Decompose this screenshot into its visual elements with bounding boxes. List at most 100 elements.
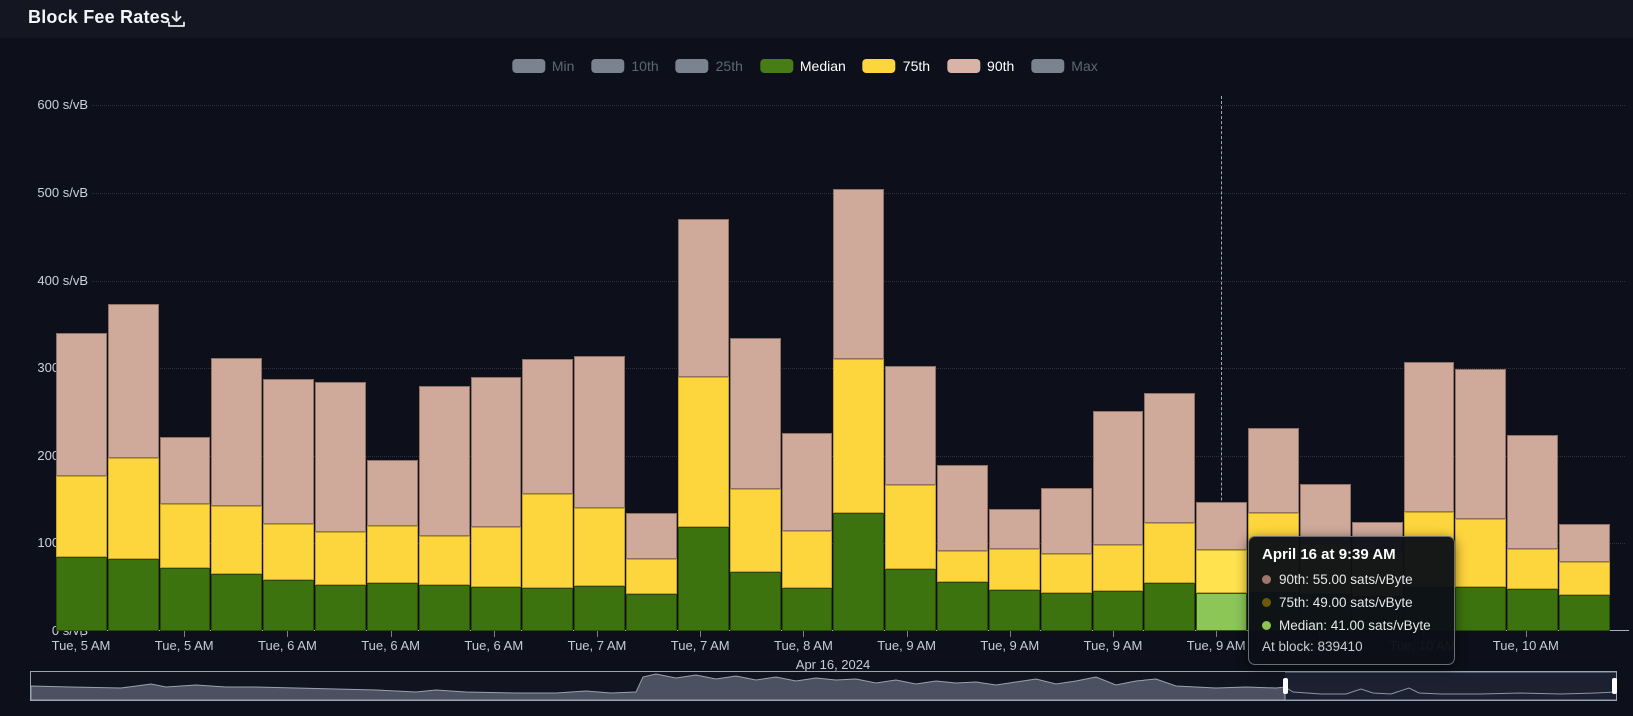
bar-segment-75th[interactable] (885, 484, 937, 569)
bar-segment-90th[interactable] (211, 357, 263, 506)
bar-segment-median[interactable] (1507, 588, 1559, 631)
bar-segment-median[interactable] (988, 589, 1040, 631)
bar-segment-75th[interactable] (574, 508, 626, 587)
bar-segment-75th[interactable] (263, 524, 315, 581)
legend-item-25th[interactable]: 25th (675, 58, 743, 74)
bar-segment-75th[interactable] (522, 494, 574, 589)
bar-segment-90th[interactable] (1455, 369, 1507, 519)
bar-segment-75th[interactable] (1559, 561, 1610, 596)
bar-segment-75th[interactable] (470, 526, 522, 588)
bar-segment-75th[interactable] (988, 548, 1040, 590)
bar-segment-median[interactable] (56, 557, 107, 631)
bar-segment-75th[interactable] (781, 531, 833, 589)
legend-item-10th[interactable]: 10th (591, 58, 659, 74)
bar-segment-90th[interactable] (418, 385, 470, 537)
bar-segment-median[interactable] (315, 585, 366, 631)
bar-segment-median[interactable] (418, 585, 470, 631)
bar-segment-90th[interactable] (1299, 483, 1351, 544)
bar-segment-median[interactable] (1144, 582, 1196, 631)
bar-segment-90th[interactable] (159, 436, 211, 504)
bar-segment-median[interactable] (574, 586, 626, 631)
bar-segment-75th[interactable] (626, 559, 677, 595)
bar-segment-median[interactable] (159, 567, 211, 631)
bar-segment-90th[interactable] (1040, 488, 1092, 554)
bar-segment-median[interactable] (833, 512, 885, 631)
legend-swatch (511, 59, 545, 73)
datazoom-selected-window[interactable] (1285, 672, 1616, 700)
bar-segment-90th[interactable] (885, 366, 937, 485)
bar-segment-median[interactable] (522, 588, 574, 631)
bar-segment-median[interactable] (211, 574, 263, 631)
bar-segment-median[interactable] (626, 594, 677, 631)
datazoom-left-handle[interactable] (1283, 678, 1288, 694)
bar-segment-75th[interactable] (366, 525, 418, 583)
bar-segment-90th[interactable] (677, 219, 729, 377)
bar-segment-90th[interactable] (107, 304, 159, 458)
bar-segment-90th[interactable] (574, 355, 626, 509)
bar-segment-median[interactable] (1092, 590, 1144, 631)
bar-segment-75th[interactable] (159, 503, 211, 568)
bar-segment-median[interactable] (107, 559, 159, 631)
bar-segment-90th[interactable] (626, 512, 677, 560)
legend-label: 75th (902, 58, 931, 74)
bar-segment-90th[interactable] (729, 337, 781, 490)
bar-segment-75th-highlighted[interactable] (1196, 550, 1248, 594)
bar-segment-75th[interactable] (1040, 553, 1092, 594)
bar-segment-75th[interactable] (418, 536, 470, 586)
bar-segment-median-highlighted[interactable] (1196, 593, 1248, 631)
x-axis-tick (184, 631, 186, 637)
download-icon[interactable] (167, 10, 186, 29)
bar-segment-90th[interactable] (56, 333, 107, 476)
bar-segment-90th-highlighted[interactable] (1196, 502, 1248, 551)
bar-segment-75th[interactable] (1507, 548, 1559, 589)
bar-segment-90th[interactable] (522, 359, 574, 495)
bar-segment-median[interactable] (470, 587, 522, 631)
bar-segment-90th[interactable] (1248, 427, 1299, 513)
bar-segment-75th[interactable] (937, 551, 988, 582)
bar-segment-75th[interactable] (1144, 523, 1196, 583)
bar-segment-90th[interactable] (263, 378, 315, 525)
bar-segment-90th[interactable] (1559, 524, 1610, 562)
bar-segment-90th[interactable] (781, 433, 833, 532)
datazoom-slider[interactable] (30, 671, 1617, 701)
bar-segment-75th[interactable] (1092, 545, 1144, 591)
bar-segment-median[interactable] (781, 588, 833, 631)
bar-segment-90th[interactable] (988, 509, 1040, 549)
bar-segment-median[interactable] (885, 568, 937, 631)
bar-segment-75th[interactable] (833, 359, 885, 513)
bar-segment-90th[interactable] (470, 376, 522, 527)
bar-segment-75th[interactable] (729, 489, 781, 573)
bar-segment-90th[interactable] (1092, 411, 1144, 546)
legend-label: Max (1071, 58, 1098, 74)
bar-segment-90th[interactable] (1144, 392, 1196, 524)
datazoom-right-handle[interactable] (1612, 678, 1617, 694)
bar-segment-75th[interactable] (211, 505, 263, 575)
bar-segment-75th[interactable] (677, 376, 729, 527)
bar-segment-75th[interactable] (1455, 518, 1507, 588)
bar-segment-90th[interactable] (937, 465, 988, 552)
legend-item-90th[interactable]: 90th (947, 58, 1014, 74)
bar-segment-90th[interactable] (366, 460, 418, 526)
bar-segment-75th[interactable] (56, 475, 107, 558)
bar-segment-90th[interactable] (833, 188, 885, 360)
legend-label: 90th (987, 58, 1015, 74)
legend-item-max[interactable]: Max (1031, 58, 1098, 74)
bar-segment-median[interactable] (1040, 593, 1092, 631)
legend-item-75th[interactable]: 75th (862, 58, 931, 74)
bar-segment-median[interactable] (1455, 587, 1507, 631)
bar-segment-90th[interactable] (1507, 434, 1559, 549)
legend-item-median[interactable]: Median (759, 58, 846, 74)
bar-segment-median[interactable] (366, 582, 418, 631)
bar-segment-median[interactable] (677, 526, 729, 631)
bar-segment-75th[interactable] (107, 457, 159, 560)
bar-segment-90th[interactable] (315, 382, 366, 532)
bar-segment-median[interactable] (937, 581, 988, 631)
bar-segment-75th[interactable] (315, 532, 366, 586)
bar-segment-median[interactable] (1559, 595, 1610, 631)
bar-segment-median[interactable] (729, 572, 781, 631)
bar-segment-median[interactable] (263, 580, 315, 631)
bar-segment-90th[interactable] (1403, 362, 1455, 512)
legend-item-min[interactable]: Min (511, 58, 574, 74)
legend-label: 10th (631, 58, 659, 74)
x-axis-tick (700, 631, 702, 637)
